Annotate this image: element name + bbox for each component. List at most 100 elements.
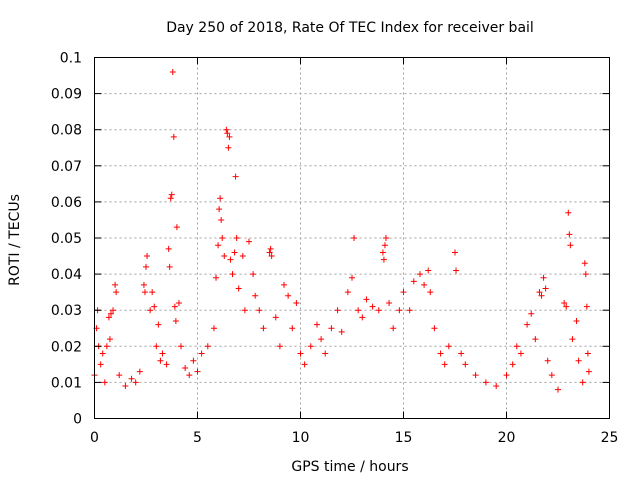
data-point	[431, 325, 438, 332]
data-point	[165, 245, 172, 252]
data-point	[198, 350, 205, 357]
data-point	[204, 343, 211, 350]
data-point	[437, 350, 444, 357]
data-point	[128, 375, 135, 382]
data-point	[225, 144, 232, 151]
data-point	[349, 274, 355, 281]
data-point	[221, 253, 228, 260]
data-point	[223, 126, 230, 133]
data-point	[256, 307, 263, 314]
data-point	[99, 350, 106, 357]
axis-ticks	[94, 57, 610, 419]
data-point	[252, 292, 259, 299]
data-point	[186, 372, 193, 379]
data-point	[217, 195, 224, 202]
data-point	[369, 303, 376, 310]
y-tick-label: 0.07	[51, 159, 82, 175]
data-point	[178, 343, 185, 350]
data-point	[579, 379, 586, 386]
data-point	[213, 274, 220, 281]
data-point	[267, 245, 274, 252]
data-point	[235, 285, 242, 292]
data-point	[218, 216, 225, 223]
data-point	[575, 357, 582, 364]
data-point	[157, 357, 164, 364]
data-point	[233, 235, 240, 241]
data-point	[472, 372, 479, 379]
data-point	[226, 133, 233, 140]
y-tick-label: 0.09	[51, 87, 82, 103]
x-tick-label: 15	[395, 430, 413, 446]
y-tick-label: 0.03	[51, 303, 82, 319]
x-tick-label: 5	[193, 430, 202, 446]
data-point	[344, 289, 351, 296]
data-point	[355, 307, 362, 314]
data-point	[97, 361, 104, 368]
data-point	[406, 307, 413, 314]
data-point	[173, 224, 180, 231]
data-point	[524, 321, 531, 328]
data-point	[445, 343, 452, 350]
x-tick-label: 25	[601, 430, 619, 446]
data-point	[441, 361, 448, 368]
y-tick-label: 0.08	[51, 123, 82, 139]
data-point	[285, 292, 292, 299]
data-point	[163, 361, 170, 368]
data-point	[246, 238, 252, 245]
data-point	[101, 379, 108, 386]
data-point	[569, 336, 576, 343]
y-tick-label: 0.06	[51, 195, 82, 211]
data-point	[528, 310, 535, 317]
data-point	[106, 336, 113, 343]
y-tick-label: 0.05	[51, 231, 82, 247]
data-point	[169, 68, 176, 75]
data-point	[167, 195, 174, 202]
data-point	[427, 289, 434, 296]
data-point	[386, 299, 393, 306]
data-point	[509, 361, 516, 368]
data-point	[363, 296, 370, 303]
data-point	[136, 368, 143, 375]
data-point	[555, 386, 561, 393]
data-point	[175, 299, 182, 306]
data-point	[260, 325, 267, 332]
data-point	[536, 289, 543, 296]
y-tick-label: 0.1	[60, 51, 82, 67]
data-point	[513, 343, 520, 350]
data-point	[194, 368, 201, 375]
data-point	[381, 242, 388, 249]
data-point	[322, 350, 329, 357]
data-point	[517, 350, 524, 357]
data-point	[168, 191, 175, 198]
data-point	[231, 249, 238, 256]
data-point	[216, 206, 223, 213]
data-point	[400, 289, 407, 296]
data-point	[390, 325, 397, 332]
data-point	[301, 361, 308, 368]
data-point	[565, 209, 572, 216]
y-tick-label: 0.04	[51, 267, 82, 283]
y-axis-label: ROTI / TECUs	[7, 194, 23, 286]
data-point	[351, 235, 358, 241]
data-point	[416, 271, 423, 278]
data-point	[452, 249, 458, 256]
data-point	[380, 256, 387, 263]
data-point	[540, 274, 547, 281]
data-point	[328, 325, 335, 332]
x-tick-labels: 0 5 10 15 20 25	[90, 430, 618, 446]
data-point	[110, 307, 117, 314]
data-point	[103, 343, 110, 350]
y-tick-label: 0	[73, 412, 82, 428]
data-point	[584, 350, 591, 357]
data-point	[359, 314, 366, 321]
data-point	[573, 318, 580, 325]
data-point	[140, 281, 147, 288]
data-point	[338, 328, 345, 335]
data-point	[276, 343, 283, 350]
data-point	[132, 379, 139, 386]
data-point	[272, 314, 279, 321]
data-point	[171, 303, 178, 310]
data-point	[155, 321, 162, 328]
data-point	[147, 307, 154, 314]
